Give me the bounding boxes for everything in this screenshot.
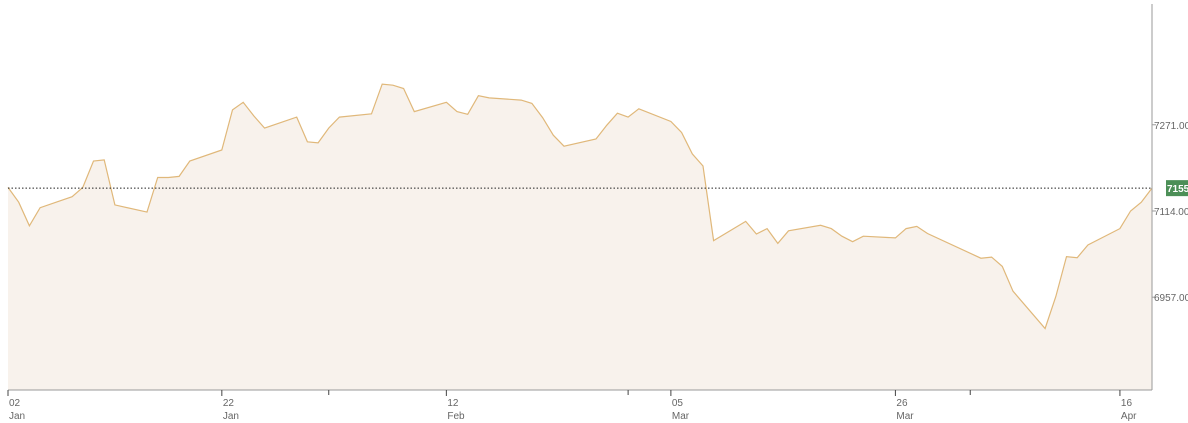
x-tick-day-label: 12 [447, 398, 459, 409]
y-tick-label: 6957.00 [1154, 293, 1188, 304]
last-price-badge: 7155.6 [1166, 180, 1188, 197]
x-tick-day-label: 16 [1121, 398, 1133, 409]
price-line [7, 83, 1153, 330]
x-tick-month-label: Jan [223, 411, 239, 422]
x-tick-day-label: 05 [672, 398, 684, 409]
x-tick-month-label: Jan [9, 411, 25, 422]
last-price-label: 7155.6 [1167, 184, 1188, 195]
y-axis-ticks: 7271.00 7114.00 6957.00 [1152, 121, 1188, 304]
x-axis-ticks: 02 Jan 22 Jan 12 Feb 05 Mar 26 Mar 16 Apr [7, 390, 1137, 422]
y-tick-label: 7271.00 [1154, 121, 1188, 132]
x-tick-month-label: Feb [447, 411, 465, 422]
x-tick-day-label: 22 [223, 398, 235, 409]
last-price-badge-background [1166, 180, 1188, 197]
x-tick-day-label: 26 [896, 398, 908, 409]
x-tick-month-label: Mar [896, 411, 914, 422]
x-tick-day-label: 02 [9, 398, 21, 409]
area-fill [8, 84, 1152, 390]
x-tick-month-label: Apr [1121, 411, 1137, 422]
y-tick-label: 7114.00 [1154, 207, 1188, 218]
x-tick-month-label: Mar [672, 411, 690, 422]
